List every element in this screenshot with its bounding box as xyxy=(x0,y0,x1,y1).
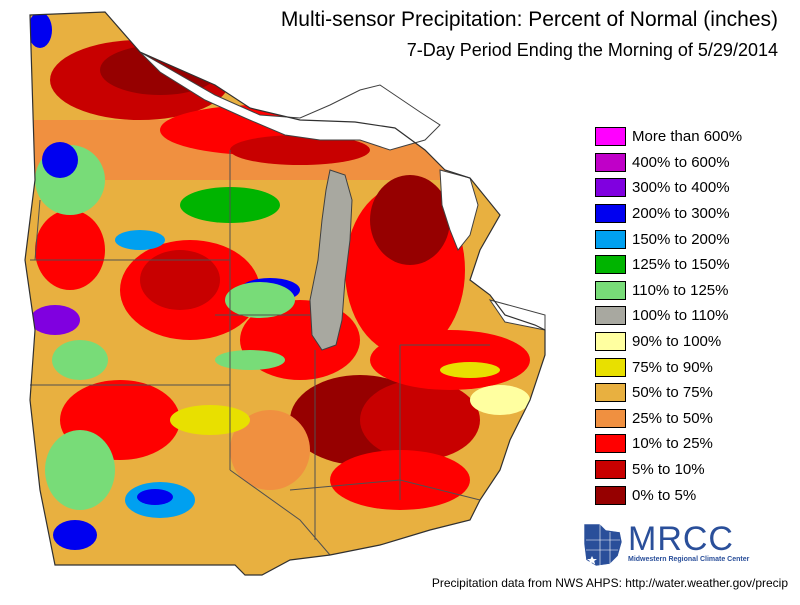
legend-item: More than 600% xyxy=(595,124,795,150)
legend-swatch xyxy=(595,408,626,428)
legend-swatch xyxy=(595,357,626,377)
lake-huron xyxy=(439,169,479,251)
legend-swatch xyxy=(595,152,626,172)
legend-item: 150% to 200% xyxy=(595,226,795,252)
legend-item: 400% to 600% xyxy=(595,150,795,176)
legend-swatch xyxy=(595,332,626,352)
legend-swatch xyxy=(595,383,626,403)
legend-swatch xyxy=(595,306,626,326)
legend-label: More than 600% xyxy=(632,128,743,146)
legend-item: 10% to 25% xyxy=(595,431,795,457)
legend-label: 75% to 90% xyxy=(632,358,713,376)
legend-item: 125% to 150% xyxy=(595,252,795,278)
map-subtitle: 7-Day Period Ending the Morning of 5/29/… xyxy=(406,40,778,60)
legend-swatch xyxy=(595,204,626,224)
legend-swatch xyxy=(595,127,626,147)
legend-label: 150% to 200% xyxy=(632,230,730,248)
legend-label: 110% to 125% xyxy=(632,281,729,299)
logo-subtext: Midwestern Regional Climate Center xyxy=(628,556,750,563)
legend-label: 0% to 5% xyxy=(632,486,697,504)
legend-label: 90% to 100% xyxy=(632,333,722,351)
region-outline xyxy=(24,11,546,576)
legend-item: 300% to 400% xyxy=(595,175,795,201)
legend-swatch xyxy=(595,255,626,275)
legend-swatch xyxy=(595,280,626,300)
legend-item: 0% to 5% xyxy=(595,482,795,508)
legend-label: 300% to 400% xyxy=(632,179,730,197)
legend-item: 90% to 100% xyxy=(595,329,795,355)
legend-swatch xyxy=(595,485,626,505)
legend-label: 100% to 110% xyxy=(632,307,729,325)
legend-label: 400% to 600% xyxy=(632,153,730,171)
lake-superior xyxy=(139,51,441,151)
legend-item: 25% to 50% xyxy=(595,406,795,432)
data-source-footer: Precipitation data from NWS AHPS: http:/… xyxy=(431,576,788,590)
legend-label: 125% to 150% xyxy=(632,256,730,274)
legend-item: 75% to 90% xyxy=(595,354,795,380)
legend-swatch xyxy=(595,460,626,480)
legend-label: 5% to 10% xyxy=(632,461,705,479)
legend-item: 200% to 300% xyxy=(595,201,795,227)
legend-label: 25% to 50% xyxy=(632,409,713,427)
logo-text: MRCC xyxy=(628,520,734,558)
legend-label: 50% to 75% xyxy=(632,384,713,402)
legend-label: 200% to 300% xyxy=(632,205,730,223)
legend-item: 5% to 10% xyxy=(595,457,795,483)
legend-swatch xyxy=(595,434,626,454)
lake-michigan xyxy=(309,169,353,351)
legend-item: 50% to 75% xyxy=(595,380,795,406)
legend: More than 600% 400% to 600% 300% to 400% 20… xyxy=(595,124,795,508)
legend-swatch xyxy=(595,229,626,249)
map-title: Multi-sensor Precipitation: Percent of N… xyxy=(280,8,778,31)
legend-item: 100% to 110% xyxy=(595,303,795,329)
mrcc-logo: MRCC Midwestern Regional Climate Center xyxy=(580,520,780,570)
legend-label: 10% to 25% xyxy=(632,435,713,453)
legend-item: 110% to 125% xyxy=(595,278,795,304)
midwest-states-icon xyxy=(583,523,623,567)
legend-swatch xyxy=(595,178,626,198)
state-boundaries xyxy=(30,150,490,556)
